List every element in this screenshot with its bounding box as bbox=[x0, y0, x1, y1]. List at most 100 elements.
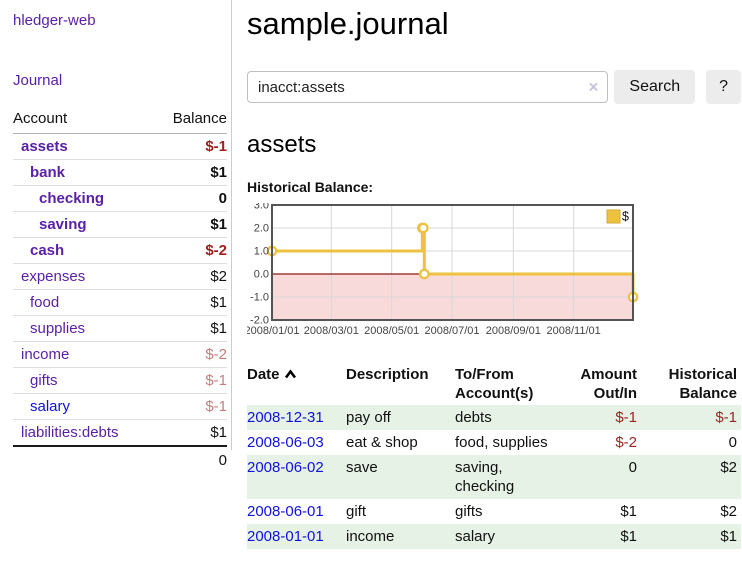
account-balance: $-2 bbox=[154, 341, 227, 368]
register-amount: $1 bbox=[620, 528, 637, 545]
accounts-header-row: Account Balance bbox=[13, 108, 227, 134]
account-row: saving $1 bbox=[13, 211, 227, 238]
account-balance: $-2 bbox=[154, 237, 227, 264]
register-header-row: Date Description To/From Account(s) Amou… bbox=[247, 363, 741, 405]
register-accounts: saving, checking bbox=[455, 459, 515, 495]
account-balance: $1 bbox=[154, 211, 227, 238]
accounts-total-value: 0 bbox=[154, 445, 227, 473]
svg-text:2008/09/01: 2008/09/01 bbox=[486, 325, 541, 337]
register-amount: 0 bbox=[628, 459, 637, 476]
register-col-date-label: Date bbox=[247, 366, 280, 383]
register-accounts: salary bbox=[455, 528, 496, 545]
svg-text:-2.0: -2.0 bbox=[250, 315, 269, 327]
account-balance: $-1 bbox=[154, 393, 227, 420]
account-row: gifts $-1 bbox=[13, 367, 227, 394]
register-col-description: Description bbox=[346, 366, 429, 383]
account-link[interactable]: assets bbox=[21, 138, 68, 155]
register-row: 2008-06-03 eat & shop food, supplies $-2 0 bbox=[247, 430, 741, 455]
svg-text:2.0: 2.0 bbox=[254, 223, 269, 235]
account-row: food $1 bbox=[13, 289, 227, 316]
account-link[interactable]: saving bbox=[39, 216, 87, 233]
account-link[interactable]: expenses bbox=[21, 268, 86, 285]
register-date-link[interactable]: 2008-06-03 bbox=[247, 434, 324, 451]
search-input[interactable] bbox=[248, 72, 608, 102]
svg-text:3.0: 3.0 bbox=[254, 203, 269, 212]
app-title-link[interactable]: hledger-web bbox=[13, 12, 96, 29]
account-row: liabilities:debts $1 bbox=[13, 419, 227, 447]
account-row: salary $-1 bbox=[13, 393, 227, 420]
register-description: save bbox=[346, 459, 378, 476]
legend-label: $ bbox=[622, 210, 629, 224]
register-balance: $2 bbox=[720, 459, 737, 476]
app-layout: hledger-web Journal Account Balance asse… bbox=[0, 0, 741, 549]
register-amount: $1 bbox=[620, 503, 637, 520]
register-accounts: debts bbox=[455, 409, 492, 426]
account-link[interactable]: cash bbox=[30, 242, 65, 259]
account-link[interactable]: checking bbox=[39, 190, 105, 207]
register-col-balance: Historical Balance bbox=[668, 366, 737, 402]
account-link[interactable]: income bbox=[21, 346, 70, 363]
register-accounts: food, supplies bbox=[455, 434, 548, 451]
clear-search-icon[interactable]: × bbox=[588, 77, 599, 97]
svg-text:2008/07/01: 2008/07/01 bbox=[424, 325, 479, 337]
register-balance: $-1 bbox=[715, 409, 737, 426]
svg-text:-1.0: -1.0 bbox=[250, 292, 269, 304]
account-balance: $1 bbox=[154, 289, 227, 316]
account-row: assets $-1 bbox=[13, 133, 227, 160]
register-date-link[interactable]: 2008-12-31 bbox=[247, 409, 324, 426]
accounts-col-balance: Balance bbox=[154, 108, 227, 134]
account-link[interactable]: supplies bbox=[30, 320, 86, 337]
search-box: × bbox=[247, 71, 609, 103]
register-row: 2008-06-02 save saving, checking 0 $2 bbox=[247, 455, 741, 499]
account-link[interactable]: food bbox=[30, 294, 60, 311]
sidebar-item-journal[interactable]: Journal bbox=[13, 72, 63, 89]
register-description: gift bbox=[346, 503, 367, 520]
accounts-table: Account Balance assets $-1 bank $1 checking 0… bbox=[13, 108, 227, 473]
register-balance: $2 bbox=[720, 503, 737, 520]
account-balance: $1 bbox=[154, 419, 227, 447]
account-balance: $1 bbox=[154, 315, 227, 342]
account-link[interactable]: salary bbox=[30, 398, 71, 415]
help-button[interactable]: ? bbox=[706, 70, 741, 104]
accounts-col-account: Account bbox=[13, 108, 155, 134]
account-row: supplies $1 bbox=[13, 315, 227, 342]
register-balance: 0 bbox=[728, 434, 737, 451]
accounts-total-row: 0 bbox=[13, 445, 227, 473]
register-col-amount: Amount Out/In bbox=[580, 366, 637, 402]
sidebar: hledger-web Journal Account Balance asse… bbox=[0, 0, 232, 473]
chart-section-label: Historical Balance: bbox=[247, 179, 374, 195]
svg-text:0.0: 0.0 bbox=[254, 269, 269, 281]
register-row: 2008-06-01 gift gifts $1 $2 bbox=[247, 499, 741, 524]
register-row: 2008-12-31 pay off debts $-1 $-1 bbox=[247, 405, 741, 430]
account-row: expenses $2 bbox=[13, 263, 227, 290]
account-balance: $2 bbox=[154, 263, 227, 290]
account-link[interactable]: gifts bbox=[30, 372, 58, 389]
account-row: cash $-2 bbox=[13, 237, 227, 264]
register-col-accounts: To/From Account(s) bbox=[455, 366, 534, 402]
search-button[interactable]: Search bbox=[614, 70, 696, 104]
register-amount: $-1 bbox=[615, 409, 637, 426]
svg-text:2008/11/01: 2008/11/01 bbox=[547, 325, 601, 337]
search-row: × Search ? bbox=[247, 70, 741, 104]
svg-text:2008/01/01: 2008/01/01 bbox=[247, 325, 300, 337]
accounts-total-spacer bbox=[13, 445, 155, 473]
legend-swatch bbox=[606, 209, 621, 224]
register-balance: $1 bbox=[720, 528, 737, 545]
account-link[interactable]: bank bbox=[30, 164, 66, 181]
register-date-link[interactable]: 2008-01-01 bbox=[247, 528, 324, 545]
account-row: bank $1 bbox=[13, 159, 227, 186]
register-accounts: gifts bbox=[455, 503, 483, 520]
account-balance: 0 bbox=[154, 185, 227, 212]
register-date-link[interactable]: 2008-06-01 bbox=[247, 503, 324, 520]
account-row: income $-2 bbox=[13, 341, 227, 368]
account-heading: assets bbox=[247, 131, 317, 158]
account-balance: $-1 bbox=[154, 367, 227, 394]
svg-text:1.0: 1.0 bbox=[254, 246, 269, 258]
account-link[interactable]: liabilities:debts bbox=[21, 424, 119, 441]
register-date-link[interactable]: 2008-06-02 bbox=[247, 459, 324, 476]
register-col-date[interactable]: Date bbox=[247, 363, 346, 405]
main-content: sample.journal × Search ? assets Histori… bbox=[232, 0, 741, 549]
register-description: income bbox=[346, 528, 395, 545]
sort-asc-icon bbox=[284, 366, 297, 383]
